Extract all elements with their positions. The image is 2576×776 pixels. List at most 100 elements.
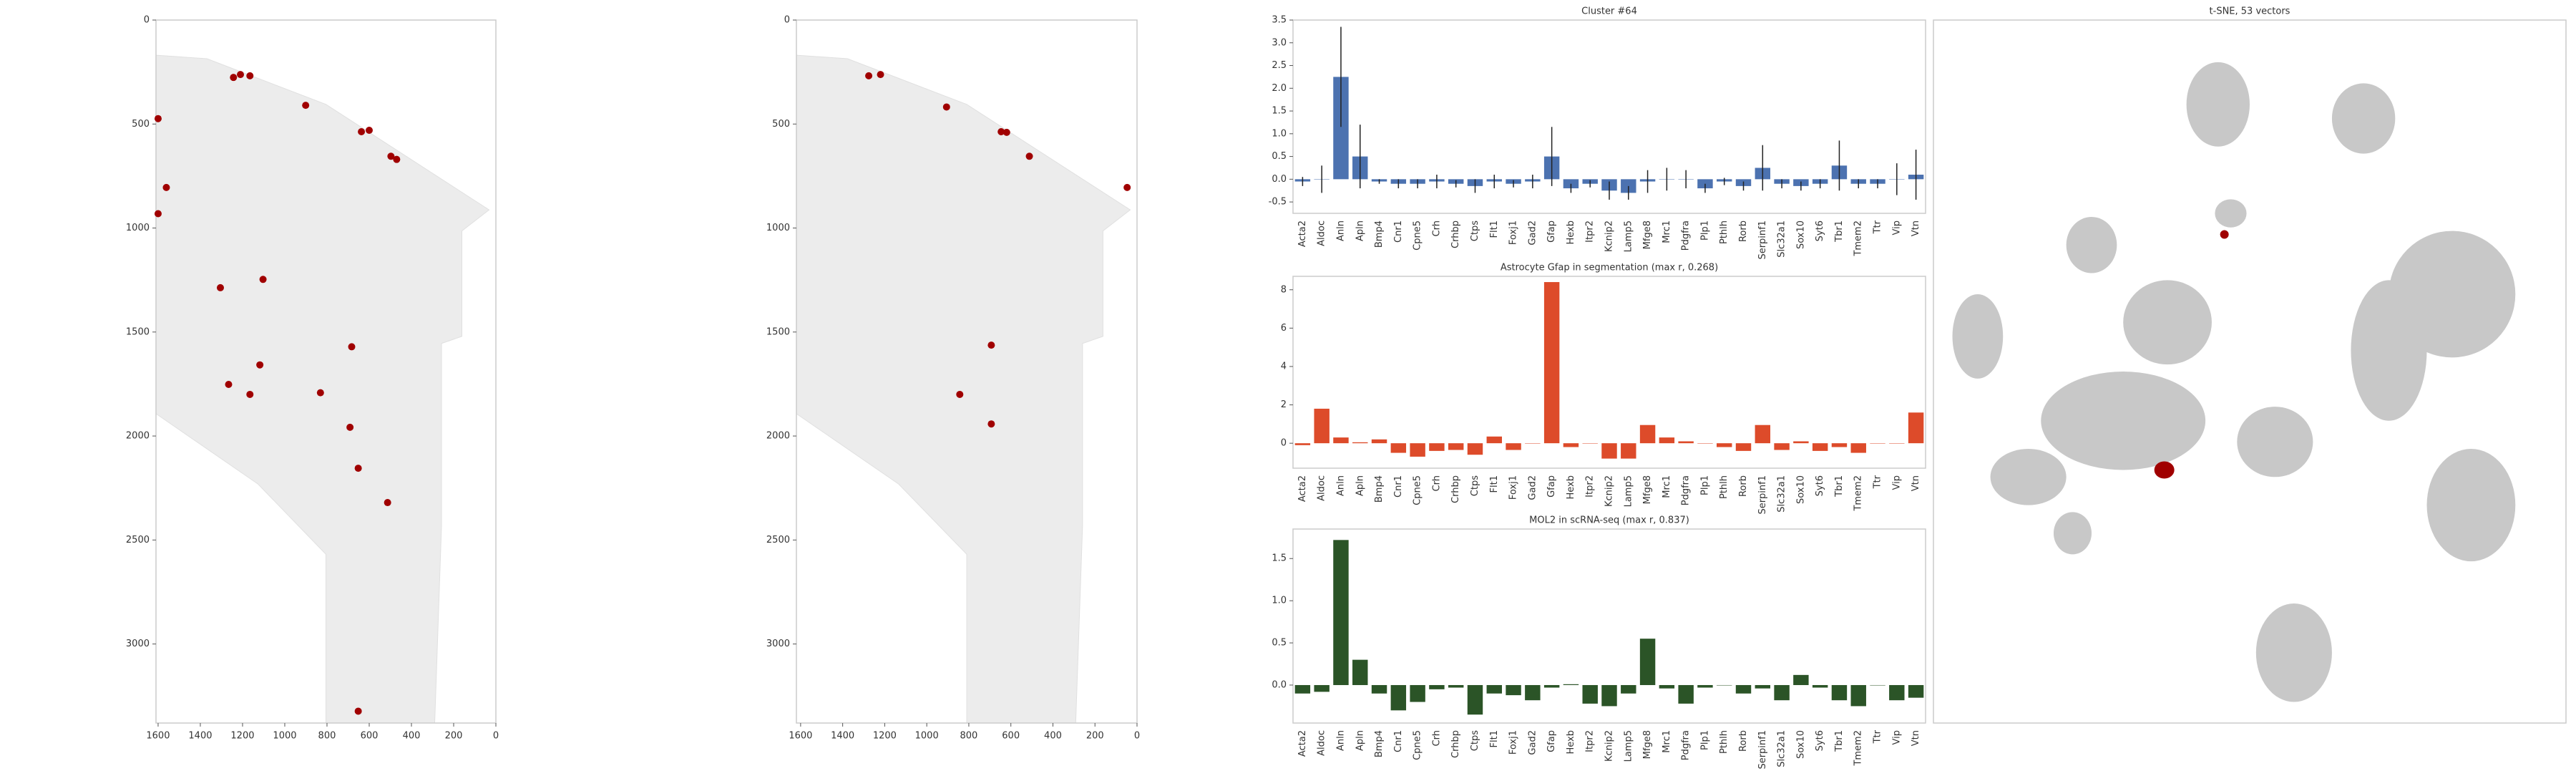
x-tick-label: Foxj1 [1508, 220, 1519, 245]
x-tick-label: 200 [1086, 731, 1104, 742]
x-tick-label: Sox10 [1795, 475, 1806, 504]
bar [1697, 443, 1713, 444]
bar [1717, 443, 1732, 447]
x-tick-label: Pdgfra [1681, 730, 1692, 760]
bar [1831, 443, 1848, 447]
bar [1467, 684, 1483, 715]
tsne-cluster [2053, 512, 2092, 555]
bar [1850, 443, 1866, 453]
bar [1659, 684, 1675, 689]
bar [1639, 425, 1656, 444]
bar [1486, 684, 1502, 694]
y-tick-label: 3000 [766, 639, 790, 649]
y-tick-label: 2000 [766, 431, 790, 442]
x-tick-label: 1600 [146, 731, 170, 742]
bar [1390, 684, 1407, 711]
plot-frame [155, 19, 497, 724]
x-tick-label: Pthlh [1719, 730, 1729, 754]
bar [1870, 443, 1885, 444]
bar [1755, 684, 1771, 689]
cell-point [354, 707, 362, 715]
x-tick-label: Tbr1 [1834, 475, 1845, 498]
x-tick-label: 0 [1134, 731, 1140, 742]
bar [1812, 443, 1828, 451]
bar [1448, 684, 1464, 688]
bar [1889, 443, 1905, 444]
y-tick-label: 1.0 [1272, 596, 1287, 606]
x-tick-label: Ttr [1873, 729, 1883, 744]
x-tick-label: Kcnip2 [1604, 220, 1615, 252]
x-tick-label: Vip [1891, 475, 1902, 490]
bar [1678, 684, 1694, 704]
y-tick-label: 2 [1281, 399, 1287, 410]
x-tick-label: 400 [403, 731, 421, 742]
x-tick-label: Acta2 [1297, 475, 1308, 502]
x-tick-label: Mrc1 [1662, 220, 1672, 243]
bar [1735, 443, 1752, 451]
x-tick-label: 1400 [188, 731, 212, 742]
x-tick-label: Cnr1 [1393, 475, 1404, 498]
y-tick-label: 1.5 [1272, 106, 1287, 117]
tsne-cluster [2123, 280, 2212, 365]
bar [1525, 684, 1541, 701]
x-tick-label: Rorb [1738, 730, 1749, 752]
y-tick-label: 0 [144, 15, 150, 26]
bar [1582, 443, 1598, 444]
bar [1371, 439, 1387, 444]
bar [1774, 684, 1790, 701]
cell-point [256, 361, 264, 369]
x-tick-label: Gfap [1546, 475, 1557, 498]
x-tick-label: Foxj1 [1508, 730, 1519, 755]
bar [1314, 408, 1330, 444]
y-tick-label: 0.0 [1272, 679, 1287, 690]
cell-point [316, 389, 324, 397]
bar [1429, 684, 1445, 689]
x-tick-label: Gad2 [1527, 475, 1538, 500]
x-tick-label: Gad2 [1527, 220, 1538, 246]
cell-point [997, 128, 1005, 136]
x-tick-label: Vtn [1911, 475, 1921, 491]
bar [1410, 684, 1425, 702]
x-tick-label: Kcnip2 [1604, 730, 1615, 762]
cell-point [346, 423, 354, 431]
y-tick-label: 0.0 [1272, 174, 1287, 185]
cell-point [348, 343, 356, 351]
x-tick-label: 1200 [230, 731, 254, 742]
bar [1582, 684, 1598, 704]
bar [1333, 77, 1349, 180]
x-tick-label: Anln [1335, 475, 1346, 496]
bar [1525, 443, 1541, 444]
bar [1294, 443, 1311, 445]
y-tick-label: 0 [784, 15, 790, 26]
x-tick-label: Aldoc [1317, 730, 1327, 756]
bar [1717, 684, 1732, 686]
bar [1506, 443, 1521, 450]
x-tick-label: Itpr2 [1585, 730, 1596, 752]
y-tick-label: 2500 [766, 535, 790, 545]
x-tick-label: Crhbp [1450, 730, 1461, 758]
cell-point [225, 381, 233, 389]
x-tick-label: Aldoc [1317, 220, 1327, 246]
x-tick-label: 600 [361, 731, 379, 742]
tsne-cluster [1990, 449, 2067, 505]
x-tick-label: Sox10 [1795, 730, 1806, 759]
y-tick-label: 1000 [126, 223, 150, 233]
x-tick-label: Cnr1 [1393, 220, 1404, 243]
x-tick-label: 1200 [873, 731, 897, 742]
x-tick-label: Itpr2 [1585, 475, 1596, 498]
x-tick-label: Acta2 [1297, 220, 1308, 247]
cell-point [1002, 128, 1010, 136]
x-tick-label: 200 [445, 731, 463, 742]
cell-point [387, 152, 395, 160]
y-tick-label: 2.0 [1272, 83, 1287, 94]
x-tick-label: Serpinf1 [1757, 475, 1768, 515]
cell-point [154, 115, 162, 122]
tsne-highlight [2220, 230, 2229, 239]
x-tick-label: Serpinf1 [1757, 730, 1768, 770]
tsne-cluster [2255, 603, 2332, 702]
x-tick-label: Vtn [1911, 220, 1921, 236]
cell-point [942, 103, 950, 111]
tsne-cluster [2186, 62, 2250, 147]
x-tick-label: Bmp4 [1374, 475, 1385, 503]
cell-point [162, 183, 170, 191]
